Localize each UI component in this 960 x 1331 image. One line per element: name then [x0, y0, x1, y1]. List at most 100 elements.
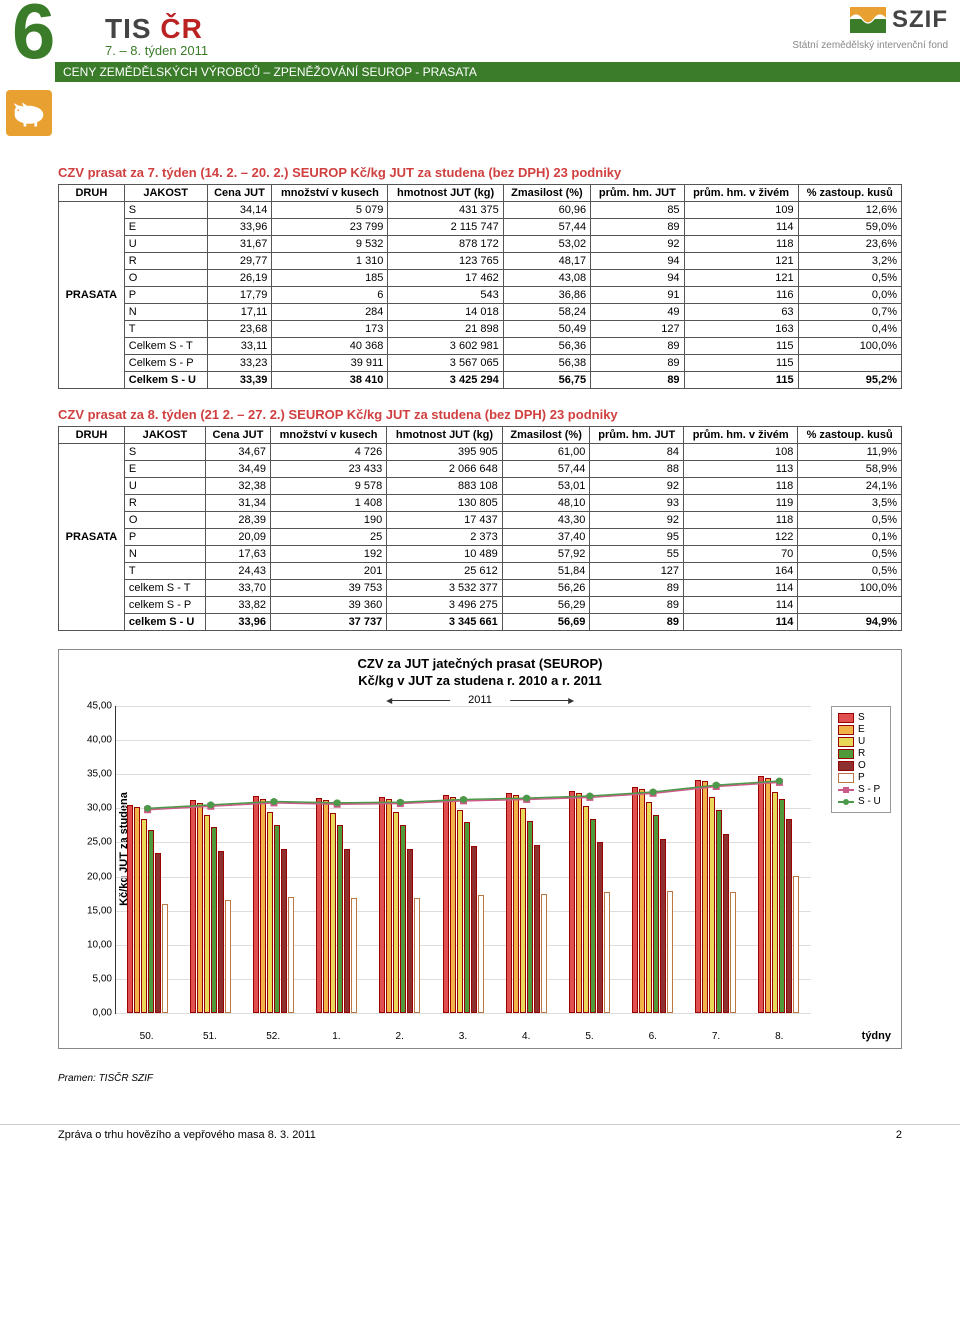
col-header: množství v kusech — [270, 427, 386, 444]
z-cell: 57,44 — [503, 219, 590, 236]
pz-cell: 114 — [684, 580, 798, 597]
chart-bar — [632, 787, 638, 1013]
z-cell: 56,26 — [502, 580, 590, 597]
z-cell: 56,38 — [503, 355, 590, 372]
price-cell: 23,68 — [207, 321, 272, 338]
q-cell: Celkem S - P — [124, 355, 207, 372]
col-header: % zastoup. kusů — [798, 427, 902, 444]
z-cell: 53,02 — [503, 236, 590, 253]
chart-bar — [576, 793, 582, 1013]
col-header: prům. hm. v živém — [684, 427, 798, 444]
table2-title: CZV prasat za 8. týden (21 2. – 27. 2.) … — [58, 407, 902, 422]
table-row: P20,09252 37337,40951220,1% — [59, 529, 902, 546]
chart-bar — [443, 795, 449, 1013]
pc-cell: 3,2% — [798, 253, 901, 270]
col-header: JAKOST — [124, 427, 205, 444]
qty-cell: 40 368 — [272, 338, 388, 355]
pz-cell: 118 — [684, 512, 798, 529]
table1-title: CZV prasat za 7. týden (14. 2. – 20. 2.)… — [58, 165, 902, 180]
page-footer: Zpráva o trhu hovězího a vepřového masa … — [0, 1124, 960, 1161]
pc-cell: 0,5% — [798, 546, 902, 563]
table-row: celkem S - U33,9637 7373 345 66156,69891… — [59, 614, 902, 631]
chart-bar — [190, 800, 196, 1013]
x-tick: 2. — [368, 1031, 431, 1042]
chart-bar — [344, 849, 350, 1013]
chart-bar — [316, 798, 322, 1013]
table-row: E33,9623 7992 115 74757,448911459,0% — [59, 219, 902, 236]
q-cell: R — [124, 495, 205, 512]
chart-bar — [758, 776, 764, 1013]
chart-bar — [407, 849, 413, 1013]
legend-item: S — [838, 712, 884, 723]
legend-item: U — [838, 736, 884, 747]
z-cell: 56,69 — [502, 614, 590, 631]
table-row: Celkem S - U33,3938 4103 425 29456,75891… — [59, 372, 902, 389]
chart-bar — [457, 810, 463, 1013]
price-cell: 33,39 — [207, 372, 272, 389]
chart-bar — [225, 900, 231, 1013]
z-cell: 61,00 — [502, 444, 590, 461]
chart-x-title: týdny — [862, 1030, 891, 1042]
qty-cell: 9 578 — [270, 478, 386, 495]
price-cell: 33,96 — [207, 219, 272, 236]
pc-cell: 59,0% — [798, 219, 901, 236]
table-row: U31,679 532878 17253,029211823,6% — [59, 236, 902, 253]
chart-bar — [723, 834, 729, 1013]
table-row: T24,4320125 61251,841271640,5% — [59, 563, 902, 580]
price-cell: 17,79 — [207, 287, 272, 304]
tis-title: TIS ČR — [105, 13, 208, 45]
price-cell: 32,38 — [205, 478, 270, 495]
x-tick: 51. — [178, 1031, 241, 1042]
pz-cell: 108 — [684, 444, 798, 461]
pz-cell: 115 — [684, 372, 798, 389]
z-cell: 50,49 — [503, 321, 590, 338]
table-row: O26,1918517 46243,08941210,5% — [59, 270, 902, 287]
q-cell: R — [124, 253, 207, 270]
weight-cell: 25 612 — [387, 563, 503, 580]
chart-bar — [660, 839, 666, 1013]
weight-cell: 3 425 294 — [388, 372, 503, 389]
weight-cell: 2 066 648 — [387, 461, 503, 478]
x-tick: 5. — [558, 1031, 621, 1042]
pj-cell: 89 — [591, 372, 684, 389]
pz-cell: 114 — [684, 597, 798, 614]
weight-cell: 17 462 — [388, 270, 503, 287]
pj-cell: 94 — [591, 270, 684, 287]
z-cell: 57,44 — [502, 461, 590, 478]
legend-item: O — [838, 760, 884, 771]
pz-cell: 63 — [684, 304, 798, 321]
chart-legend: SEUROPS - PS - U — [831, 706, 891, 813]
price-cell: 33,96 — [205, 614, 270, 631]
z-cell: 48,10 — [502, 495, 590, 512]
chart-bar — [590, 819, 596, 1013]
chart-bar — [772, 792, 778, 1013]
z-cell: 57,92 — [502, 546, 590, 563]
chart-bar — [218, 851, 224, 1013]
qty-cell: 192 — [270, 546, 386, 563]
category-bar: CENY ZEMĚDĚLSKÝCH VÝROBCŮ – ZPENĚŽOVÁNÍ … — [55, 62, 960, 82]
pz-cell: 113 — [684, 461, 798, 478]
pj-cell: 89 — [591, 338, 684, 355]
q-cell: O — [124, 270, 207, 287]
price-cell: 33,11 — [207, 338, 272, 355]
y-tick: 20,00 — [76, 871, 112, 882]
qty-cell: 37 737 — [270, 614, 386, 631]
price-cell: 24,43 — [205, 563, 270, 580]
col-header: Cena JUT — [207, 185, 272, 202]
pz-cell: 70 — [684, 546, 798, 563]
pj-cell: 49 — [591, 304, 684, 321]
weight-cell: 14 018 — [388, 304, 503, 321]
chart-bar — [786, 819, 792, 1013]
chart-bar — [337, 825, 343, 1013]
chart-bar — [323, 800, 329, 1013]
weight-cell: 395 905 — [387, 444, 503, 461]
weight-cell: 3 567 065 — [388, 355, 503, 372]
price-cell: 33,70 — [205, 580, 270, 597]
chart-bar — [155, 853, 161, 1013]
szif-text: SZIF — [892, 6, 948, 34]
price-cell: 34,49 — [205, 461, 270, 478]
chart-bar — [211, 827, 217, 1013]
content: CZV prasat za 7. týden (14. 2. – 20. 2.)… — [0, 165, 960, 1084]
pz-cell: 115 — [684, 338, 798, 355]
price-cell: 20,09 — [205, 529, 270, 546]
